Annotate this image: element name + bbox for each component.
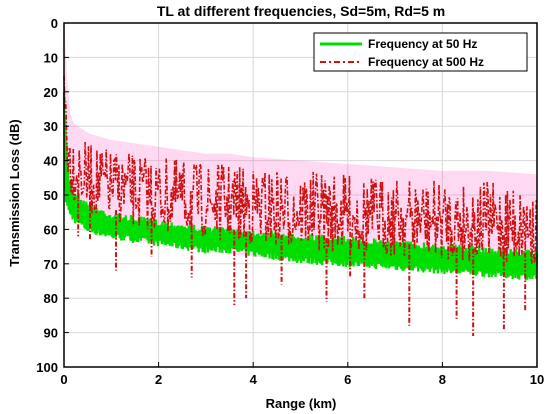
y-tick-label: 80	[44, 291, 58, 306]
y-tick-label: 50	[44, 188, 58, 203]
y-tick-label: 0	[51, 16, 58, 31]
x-tick-label: 8	[439, 372, 446, 387]
x-axis-label: Range (km)	[266, 396, 337, 411]
chart-title: TL at different frequencies, Sd=5m, Rd=5…	[157, 3, 445, 19]
legend-label-500hz: Frequency at 500 Hz	[368, 55, 484, 69]
series-500hz-shadow	[64, 19, 537, 278]
legend-box	[313, 32, 528, 72]
x-tick-label: 6	[344, 372, 351, 387]
x-tick-label: 0	[60, 372, 67, 387]
x-tick-label: 10	[530, 372, 544, 387]
series-500hz-line	[63, 75, 538, 264]
y-tick-label: 10	[44, 50, 58, 65]
y-tick-label: 100	[36, 360, 58, 375]
y-tick-label: 40	[44, 154, 58, 169]
x-tick-label: 4	[250, 372, 258, 387]
y-tick-label: 90	[44, 326, 58, 341]
y-tick-label: 70	[44, 257, 58, 272]
y-axis-label: Transmission Loss (dB)	[7, 119, 22, 266]
x-tick-label: 2	[155, 372, 162, 387]
legend: Frequency at 50 Hz Frequency at 500 Hz	[313, 32, 528, 72]
legend-label-50hz: Frequency at 50 Hz	[368, 37, 477, 51]
y-tick-label: 60	[44, 222, 58, 237]
y-tick-label: 30	[44, 119, 58, 134]
y-tick-label: 20	[44, 85, 58, 100]
